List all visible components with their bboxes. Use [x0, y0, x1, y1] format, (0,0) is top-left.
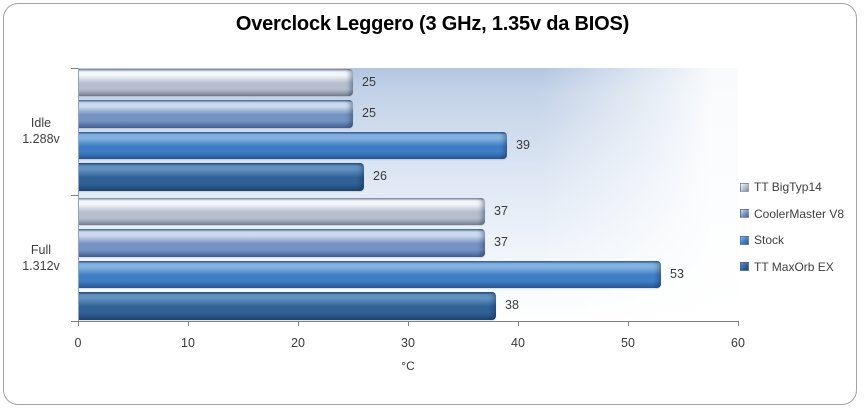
value-axis-tick-label: 30 — [401, 336, 415, 350]
legend-label: TT BigTyp14 — [754, 180, 822, 194]
category-axis-line — [78, 68, 79, 321]
value-label: 39 — [516, 137, 530, 152]
x-axis-title: °C — [401, 359, 415, 373]
chart-title: Overclock Leggero (3 GHz, 1.35v da BIOS) — [235, 13, 630, 35]
legend-item-coolermaster-v8: CoolerMaster V8 — [740, 207, 844, 221]
legend-item-tt-maxorb-ex: TT MaxOrb EX — [740, 260, 834, 274]
category-label-full: Full 1.312v — [10, 242, 72, 274]
value-axis-tick — [408, 321, 409, 326]
bar-stock-group1 — [78, 131, 507, 159]
value-axis-tick-label: 60 — [731, 336, 745, 350]
bar-tt-maxorb-ex-group2 — [78, 292, 496, 320]
value-axis-tick-label: 50 — [621, 336, 635, 350]
category-axis-tick — [71, 194, 78, 196]
legend-swatch-tt-maxorb-ex — [740, 262, 749, 271]
legend-item-tt-bigtyp14: TT BigTyp14 — [740, 180, 822, 194]
category-label-idle: Idle 1.288v — [10, 115, 72, 147]
value-axis-tick-label: 10 — [181, 336, 195, 350]
value-label: 26 — [373, 169, 387, 184]
legend-label: Stock — [754, 233, 785, 247]
bar-coolermaster-v8-group2 — [78, 229, 485, 257]
bar-tt-bigtyp14-group2 — [78, 197, 485, 225]
value-axis-tick-label: 20 — [291, 336, 305, 350]
value-axis-tick — [518, 321, 519, 326]
value-axis-tick — [628, 321, 629, 326]
value-axis-tick-label: 0 — [74, 336, 82, 350]
value-axis-tick — [738, 321, 739, 326]
category-label-line1: Idle — [30, 116, 52, 131]
category-axis-tick — [71, 321, 78, 322]
plot-area — [78, 68, 738, 321]
bar-tt-bigtyp14-group1 — [78, 68, 353, 96]
value-label: 53 — [670, 266, 684, 281]
value-axis-tick — [188, 321, 189, 326]
value-axis-tick-label: 40 — [511, 336, 525, 350]
value-axis-tick — [298, 321, 299, 326]
category-label-line2: 1.288v — [22, 132, 60, 147]
bar-stock-group2 — [78, 260, 661, 288]
legend-label: CoolerMaster V8 — [754, 206, 845, 221]
legend-item-stock: Stock — [740, 233, 784, 247]
bar-tt-maxorb-ex-group1 — [78, 163, 364, 191]
category-label-line1: Full — [30, 242, 52, 257]
legend-swatch-stock — [740, 235, 749, 245]
category-label-line2: 1.312v — [22, 258, 60, 273]
legend-swatch-coolermaster-v8 — [740, 209, 749, 218]
category-axis-tick — [71, 68, 78, 69]
value-label: 37 — [494, 235, 508, 250]
bar-coolermaster-v8-group1 — [78, 100, 353, 128]
value-axis-tick — [78, 321, 79, 326]
value-label: 38 — [505, 298, 519, 313]
value-label: 25 — [362, 106, 376, 121]
value-label: 37 — [494, 203, 508, 218]
legend-swatch-tt-bigtyp14 — [740, 182, 749, 192]
value-label: 25 — [362, 74, 376, 89]
legend-label: TT MaxOrb EX — [754, 259, 834, 274]
